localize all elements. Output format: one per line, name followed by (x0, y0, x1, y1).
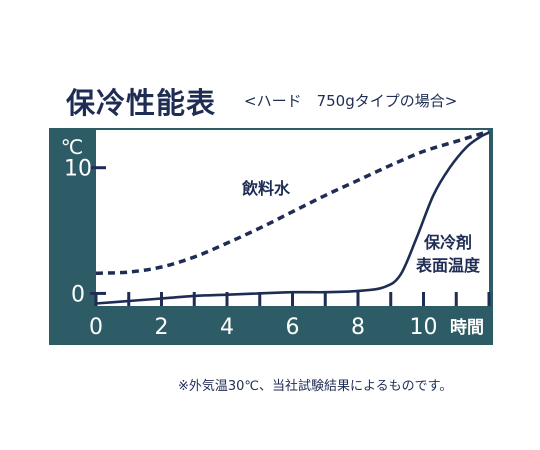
x-tick-label: 4 (220, 315, 234, 340)
series-label-coolant-surface-temp: 保冷剤表面温度 (415, 233, 481, 275)
y-tick-label: 0 (71, 282, 85, 307)
y-tick-label: 10 (64, 157, 92, 182)
x-tick-label: 6 (286, 315, 300, 340)
chart-frame (49, 128, 493, 345)
footnote: ※外気温30℃、当社試験結果によるものです。 (178, 379, 453, 394)
chart-title: 保冷性能表 (66, 86, 217, 120)
x-tick-label: 0 (89, 315, 103, 340)
chart-subtitle: <ハード 750gタイプの場合> (244, 92, 458, 110)
series-label-drinking-water: 飲料水 (241, 179, 291, 198)
x-tick-label: 8 (351, 315, 365, 340)
y-axis-unit-label: ℃ (61, 135, 83, 159)
x-axis-unit-label: 時間 (450, 317, 484, 338)
x-tick-label: 10 (410, 315, 438, 340)
x-tick-label: 2 (155, 315, 169, 340)
series-line-drinking-water (95, 129, 490, 276)
series-line-coolant-surface-temp (95, 131, 490, 305)
